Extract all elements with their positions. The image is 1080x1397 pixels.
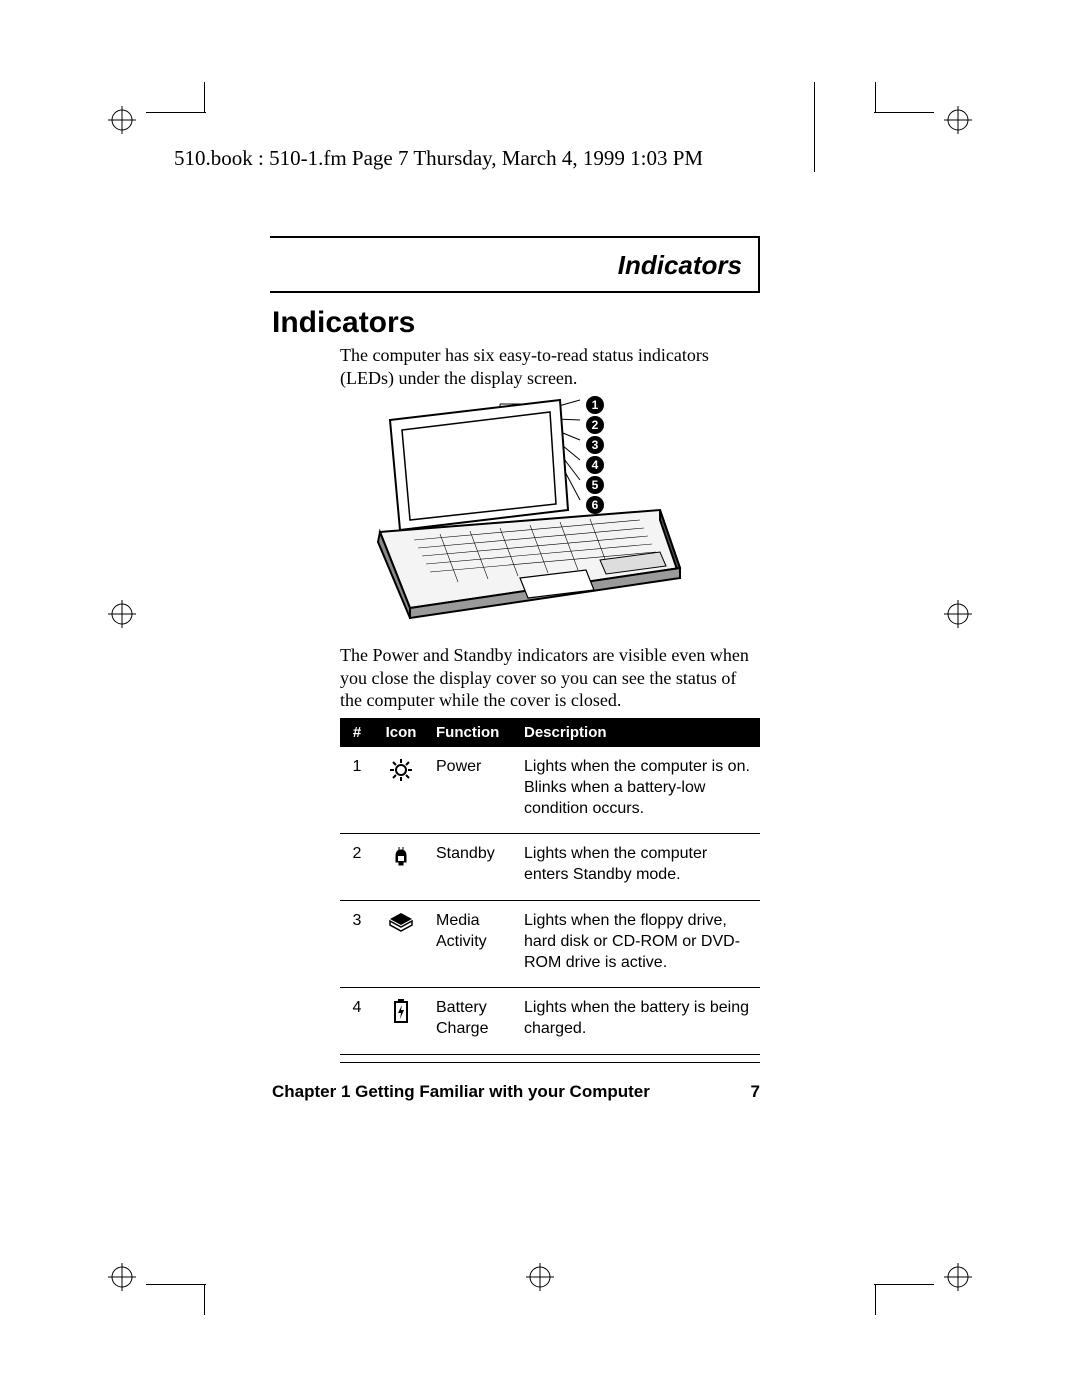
- section-title-box: Indicators: [270, 236, 760, 293]
- laptop-figure: [340, 392, 760, 628]
- crop-rule: [874, 1284, 934, 1285]
- footer-page-number: 7: [751, 1082, 760, 1102]
- crop-mark-icon: [108, 600, 136, 628]
- framemaker-header: 510.book : 510-1.fm Page 7 Thursday, Mar…: [174, 146, 703, 171]
- callout-bullet: 1: [586, 396, 604, 414]
- callout-bullet: 3: [586, 436, 604, 454]
- crop-rule: [874, 112, 934, 113]
- crop-rule: [204, 1285, 205, 1315]
- battery-charge-icon: [374, 988, 428, 1055]
- cell-function: Standby: [428, 834, 516, 901]
- indicator-table: # Icon Function Description 1 Power Ligh…: [340, 718, 760, 1055]
- callout-bullet: 6: [586, 496, 604, 514]
- intro-paragraph: The computer has six easy-to-read status…: [340, 344, 760, 389]
- page-footer: Chapter 1 Getting Familiar with your Com…: [272, 1082, 760, 1102]
- crop-rule: [146, 1284, 206, 1285]
- footer-chapter: Chapter 1 Getting Familiar with your Com…: [272, 1082, 650, 1102]
- callout-bullet: 2: [586, 416, 604, 434]
- cell-num: 3: [340, 900, 374, 987]
- media-activity-icon: [374, 900, 428, 987]
- cell-description: Lights when the computer enters Standby …: [516, 834, 760, 901]
- cell-description: Lights when the computer is on. Blinks w…: [516, 747, 760, 834]
- cell-function: Power: [428, 747, 516, 834]
- col-header-icon: Icon: [374, 718, 428, 747]
- standby-icon: [374, 834, 428, 901]
- crop-rule: [875, 1285, 876, 1315]
- crop-rule: [146, 112, 206, 113]
- power-icon: [374, 747, 428, 834]
- cell-function: Battery Charge: [428, 988, 516, 1055]
- callout-bullet: 5: [586, 476, 604, 494]
- crop-mark-icon: [108, 106, 136, 134]
- col-header-desc: Description: [516, 718, 760, 747]
- footer-rule: [340, 1062, 760, 1063]
- callout-list: 1 2 3 4 5 6: [586, 396, 604, 514]
- crop-mark-icon: [108, 1263, 136, 1291]
- callout-bullet: 4: [586, 456, 604, 474]
- crop-rule: [814, 82, 815, 172]
- crop-mark-icon: [944, 600, 972, 628]
- crop-rule: [204, 82, 205, 112]
- cell-num: 1: [340, 747, 374, 834]
- cell-num: 2: [340, 834, 374, 901]
- page-heading: Indicators: [272, 306, 415, 340]
- col-header-func: Function: [428, 718, 516, 747]
- crop-mark-icon: [944, 1263, 972, 1291]
- crop-rule: [875, 82, 876, 112]
- section-title: Indicators: [618, 250, 742, 280]
- cell-description: Lights when the battery is being charged…: [516, 988, 760, 1055]
- crop-mark-icon: [944, 106, 972, 134]
- col-header-num: #: [340, 718, 374, 747]
- body-paragraph: The Power and Standby indicators are vis…: [340, 644, 760, 712]
- table-row: 2 Standby Lights when the computer enter…: [340, 834, 760, 901]
- table-row: 1 Power Lights when the computer is on. …: [340, 747, 760, 834]
- table-row: 3 Media Activity Lights when the floppy …: [340, 900, 760, 987]
- cell-num: 4: [340, 988, 374, 1055]
- cell-description: Lights when the floppy drive, hard disk …: [516, 900, 760, 987]
- cell-function: Media Activity: [428, 900, 516, 987]
- crop-mark-icon: [526, 1263, 554, 1291]
- table-row: 4 Battery Charge Lights when the battery…: [340, 988, 760, 1055]
